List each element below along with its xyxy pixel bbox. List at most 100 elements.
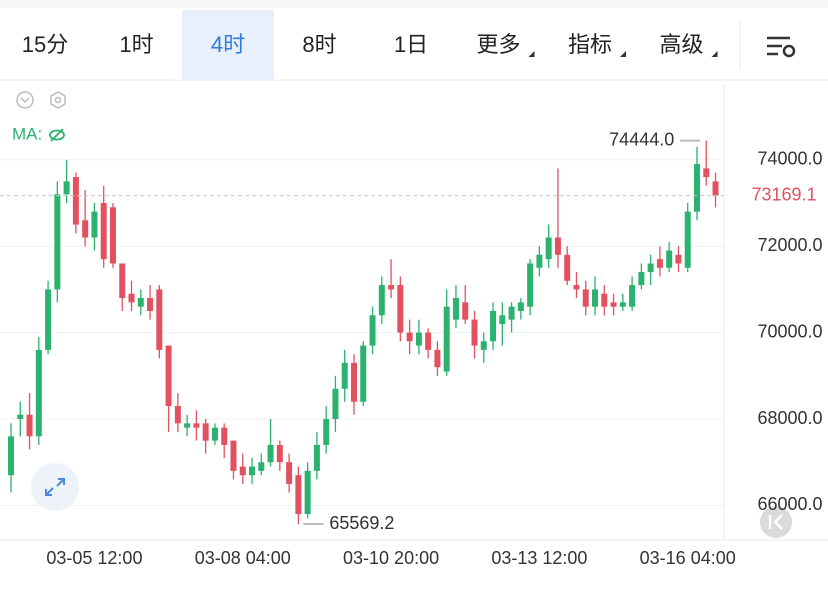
candle-body [582,289,589,307]
candle-body [323,419,330,445]
extreme-label: 65569.2 [329,513,394,533]
candle-body [434,349,441,368]
candle-body [350,362,357,402]
candle-body [304,470,311,515]
x-tick-label: 03-16 04:00 [640,548,736,568]
current-price-bg [730,183,826,208]
tab-label[interactable]: 指标 [568,32,612,57]
candle-body [554,237,561,255]
candle-body [221,427,228,445]
candle-body [452,298,459,320]
candle-body [490,311,497,342]
indicator-label: MA: [12,124,42,143]
current-price-label: 73169.1 [751,184,816,204]
candle-body [443,306,450,372]
tab-label[interactable]: 4时 [211,32,245,57]
candle-body [249,466,256,476]
candle-body [471,319,478,346]
expand-button[interactable] [31,463,79,511]
candle-body [211,427,218,441]
candle-body [45,289,52,350]
candle-body [647,263,654,273]
y-tick-label: 66000.0 [757,494,822,514]
candle-body [8,436,14,476]
candle-body [684,211,691,268]
candle-body [693,164,700,212]
candle-body [174,406,181,424]
eye-icon[interactable] [49,128,65,142]
candle-body [54,194,61,290]
x-tick-label: 03-13 12:00 [491,548,587,568]
dropdown-arrow [528,51,535,57]
candle-body [295,475,302,515]
candle-body [286,462,293,484]
candle-body [397,285,404,333]
tab-label[interactable]: 高级 [659,32,703,57]
candle-body [536,254,543,268]
candle-body [91,211,98,238]
status-strip [0,0,828,8]
candle-body [499,315,506,324]
candle-body [258,462,265,471]
tab-label[interactable]: 8时 [302,32,336,57]
y-tick-label: 70000.0 [757,321,822,341]
candle-body [313,444,320,471]
candle-body [675,254,682,264]
candle-body [193,423,200,428]
dropdown-arrow [711,51,718,57]
candle-body [202,423,209,441]
candle-body [712,181,719,196]
candle-body [239,466,246,476]
candle-body [17,414,24,420]
candle-body [610,302,617,307]
candle-body [332,388,339,420]
candle-body [425,332,432,350]
candle-body [545,237,552,260]
candle-body [517,302,524,311]
y-tick-label: 72000.0 [757,235,822,255]
scroll-latest-button[interactable] [760,506,792,538]
candle-body [592,289,599,307]
candle-body [26,414,33,437]
candle-body [82,220,89,238]
candle-body [184,423,191,428]
candle-body [35,349,42,437]
candle-body [527,263,534,307]
settings-icon[interactable] [767,36,796,58]
candle-body [63,181,70,195]
candle-body [601,293,608,307]
candle-body [147,298,154,311]
dropdown-arrow [620,51,626,57]
tab-label[interactable]: 1日 [394,32,428,57]
candle-body [276,444,283,463]
tab-label[interactable]: 更多 [476,32,520,57]
candle-body [666,250,673,268]
candle-body [415,332,422,346]
y-tick-label: 74000.0 [757,149,822,169]
top-icons[interactable] [16,91,66,109]
candle-body [72,177,79,225]
candle-body [165,345,172,407]
candle-body [109,207,116,264]
candle-body [119,263,126,299]
tab-label[interactable]: 15分 [22,32,68,57]
candle-body [267,444,274,463]
candle-body [508,306,515,320]
x-tick-label: 03-08 04:00 [195,548,291,568]
extreme-label: 74444.0 [609,129,674,149]
candle-body [564,254,571,281]
tab-label[interactable]: 1时 [119,32,153,57]
candle-body [619,302,626,307]
candle-body [156,289,163,350]
y-tick-label: 68000.0 [757,408,822,428]
x-tick-label: 03-05 12:00 [46,548,142,568]
candle-body [406,332,413,342]
candle-body [480,341,487,350]
candle-body [629,285,636,307]
candle-body [360,345,367,402]
candle-body [388,285,395,290]
x-tick-label: 03-10 20:00 [343,548,439,568]
active-tab-bg [182,10,274,80]
